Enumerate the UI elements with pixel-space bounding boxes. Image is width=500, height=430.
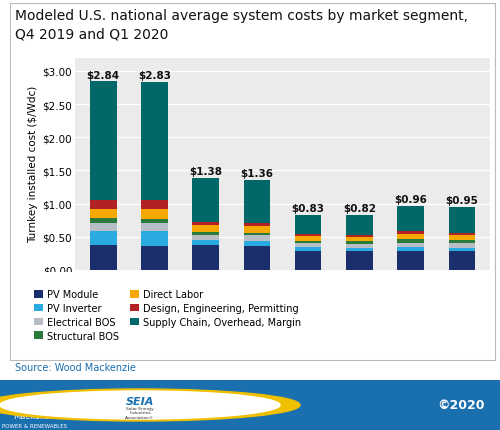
Bar: [398, 248, 424, 251]
Bar: [141, 246, 168, 270]
Bar: [398, 251, 424, 270]
Bar: [141, 210, 168, 219]
Text: Wood: Wood: [18, 394, 52, 404]
Text: $1.36: $1.36: [240, 168, 274, 178]
Text: Solar Energy
Industries
Association®: Solar Energy Industries Association®: [126, 405, 154, 419]
Bar: [141, 224, 168, 232]
Bar: [398, 207, 424, 232]
Bar: [141, 219, 168, 224]
Text: $2.84: $2.84: [86, 71, 120, 80]
Text: ©2020: ©2020: [438, 399, 485, 412]
Bar: [141, 232, 168, 246]
Text: $0.83: $0.83: [292, 203, 324, 213]
Bar: [346, 252, 372, 270]
Bar: [141, 83, 168, 201]
Bar: [90, 246, 117, 270]
Bar: [448, 249, 475, 252]
Bar: [448, 252, 475, 270]
Bar: [192, 233, 219, 235]
Bar: [192, 226, 219, 233]
Bar: [346, 216, 372, 235]
Bar: [398, 240, 424, 243]
Bar: [398, 243, 424, 248]
Bar: [244, 233, 270, 236]
Bar: [192, 235, 219, 240]
Text: $0.82: $0.82: [343, 204, 376, 214]
Bar: [141, 201, 168, 210]
Bar: [244, 180, 270, 224]
Bar: [90, 223, 117, 231]
Bar: [192, 240, 219, 246]
Bar: [295, 215, 322, 234]
Bar: [244, 241, 270, 246]
Bar: [346, 249, 372, 252]
Bar: [295, 244, 322, 248]
Circle shape: [0, 391, 280, 419]
Bar: [295, 251, 322, 270]
Bar: [295, 234, 322, 237]
Bar: [448, 240, 475, 244]
Bar: [244, 227, 270, 233]
Bar: [244, 246, 270, 270]
Bar: [90, 209, 117, 218]
Text: SEIA: SEIA: [126, 396, 154, 406]
Text: Modeled U.S. national average system costs by market segment,
Q4 2019 and Q1 202: Modeled U.S. national average system cos…: [15, 9, 468, 41]
Text: $2.83: $2.83: [138, 71, 171, 81]
Bar: [398, 234, 424, 240]
Bar: [192, 223, 219, 226]
Bar: [244, 236, 270, 241]
Bar: [346, 242, 372, 244]
Bar: [295, 248, 322, 251]
Bar: [448, 235, 475, 240]
Bar: [448, 207, 475, 233]
Bar: [448, 233, 475, 235]
Bar: [244, 224, 270, 227]
Bar: [90, 200, 117, 209]
Bar: [295, 241, 322, 244]
Legend: PV Module, PV Inverter, Electrical BOS, Structural BOS, Direct Labor, Design, En: PV Module, PV Inverter, Electrical BOS, …: [34, 289, 301, 341]
Text: $0.95: $0.95: [446, 195, 478, 206]
Circle shape: [0, 389, 300, 421]
Bar: [295, 237, 322, 241]
Bar: [90, 218, 117, 223]
Bar: [346, 235, 372, 237]
Bar: [346, 237, 372, 242]
Text: Mackenzie: Mackenzie: [13, 412, 57, 421]
Bar: [448, 244, 475, 249]
Y-axis label: Turnkey installed cost ($/Wdc): Turnkey installed cost ($/Wdc): [28, 86, 38, 243]
Bar: [90, 82, 117, 200]
Text: $0.96: $0.96: [394, 195, 427, 205]
Text: POWER & RENEWABLES: POWER & RENEWABLES: [2, 424, 68, 429]
Bar: [90, 231, 117, 246]
Text: Source: Wood Mackenzie: Source: Wood Mackenzie: [15, 362, 136, 372]
Bar: [398, 232, 424, 234]
Text: $1.38: $1.38: [189, 167, 222, 177]
Bar: [346, 244, 372, 249]
Bar: [192, 179, 219, 223]
Bar: [192, 246, 219, 270]
